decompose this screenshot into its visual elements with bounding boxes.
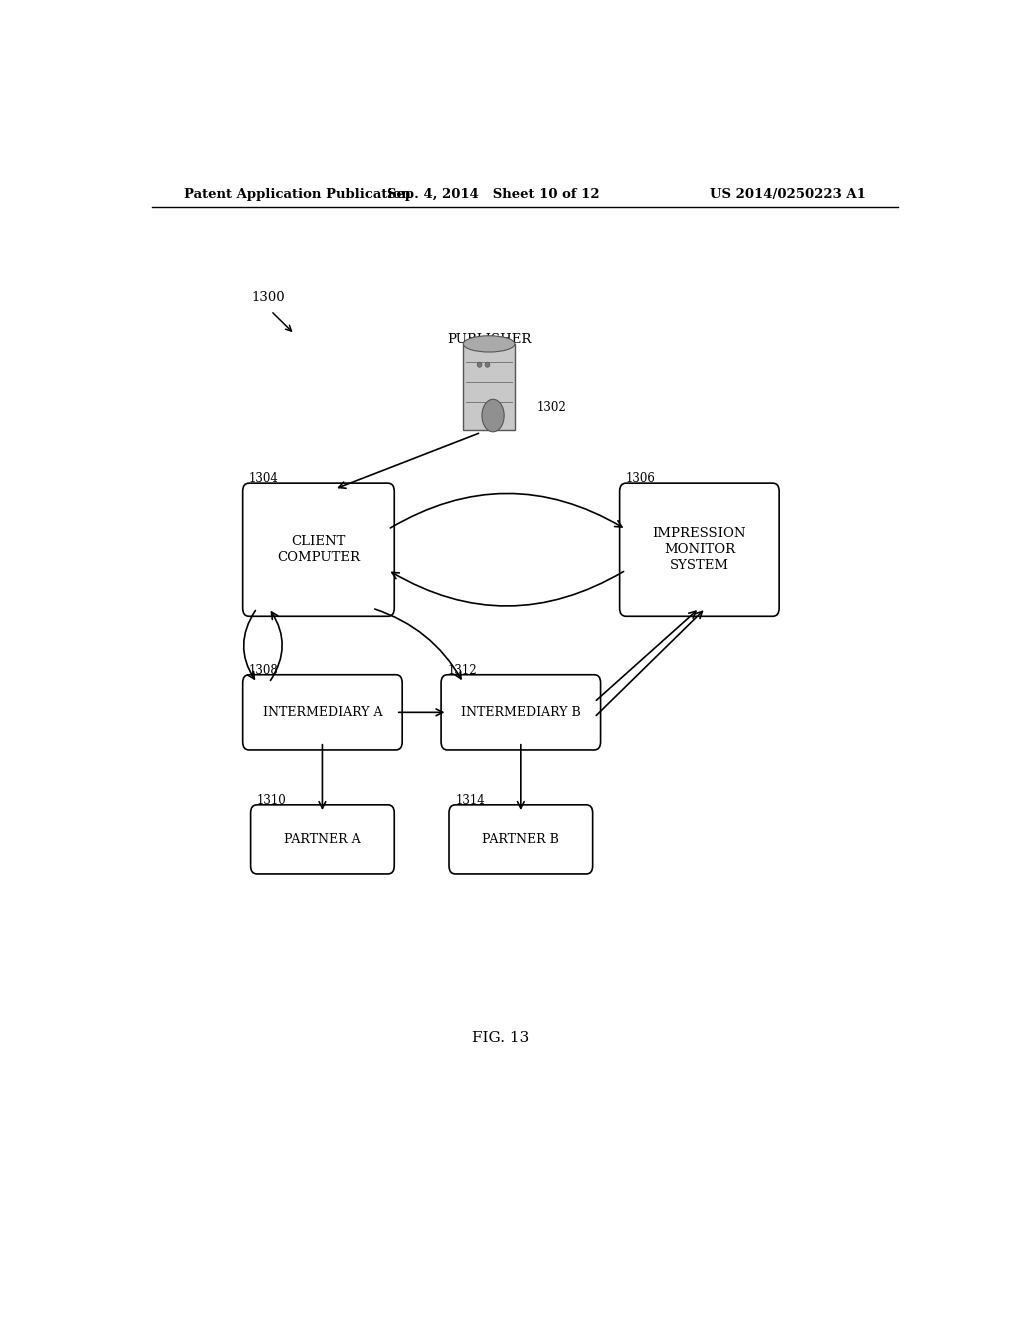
Text: 1308: 1308 [249, 664, 279, 677]
Text: IMPRESSION
MONITOR
SYSTEM: IMPRESSION MONITOR SYSTEM [652, 527, 746, 572]
Text: 1310: 1310 [257, 793, 287, 807]
Text: 1300: 1300 [251, 290, 285, 304]
FancyBboxPatch shape [441, 675, 601, 750]
Text: 1302: 1302 [537, 401, 566, 414]
FancyBboxPatch shape [620, 483, 779, 616]
Text: INTERMEDIARY B: INTERMEDIARY B [461, 706, 581, 719]
FancyBboxPatch shape [449, 805, 593, 874]
Text: Sep. 4, 2014   Sheet 10 of 12: Sep. 4, 2014 Sheet 10 of 12 [387, 189, 599, 202]
Text: US 2014/0250223 A1: US 2014/0250223 A1 [711, 189, 866, 202]
FancyBboxPatch shape [243, 483, 394, 616]
Ellipse shape [463, 335, 515, 352]
Text: 1306: 1306 [626, 473, 655, 486]
Text: PARTNER A: PARTNER A [284, 833, 360, 846]
Ellipse shape [482, 399, 504, 432]
FancyBboxPatch shape [251, 805, 394, 874]
Text: PARTNER B: PARTNER B [482, 833, 559, 846]
Text: FIG. 13: FIG. 13 [472, 1031, 529, 1044]
Text: 1312: 1312 [447, 664, 477, 677]
Ellipse shape [485, 362, 489, 367]
Text: 1314: 1314 [456, 793, 485, 807]
Text: 1304: 1304 [249, 473, 279, 486]
Text: Patent Application Publication: Patent Application Publication [183, 189, 411, 202]
Text: PUBLISHER: PUBLISHER [446, 334, 531, 346]
Ellipse shape [477, 362, 482, 367]
FancyBboxPatch shape [243, 675, 402, 750]
FancyBboxPatch shape [463, 345, 515, 430]
Text: CLIENT
COMPUTER: CLIENT COMPUTER [276, 535, 360, 564]
Text: INTERMEDIARY A: INTERMEDIARY A [263, 706, 382, 719]
